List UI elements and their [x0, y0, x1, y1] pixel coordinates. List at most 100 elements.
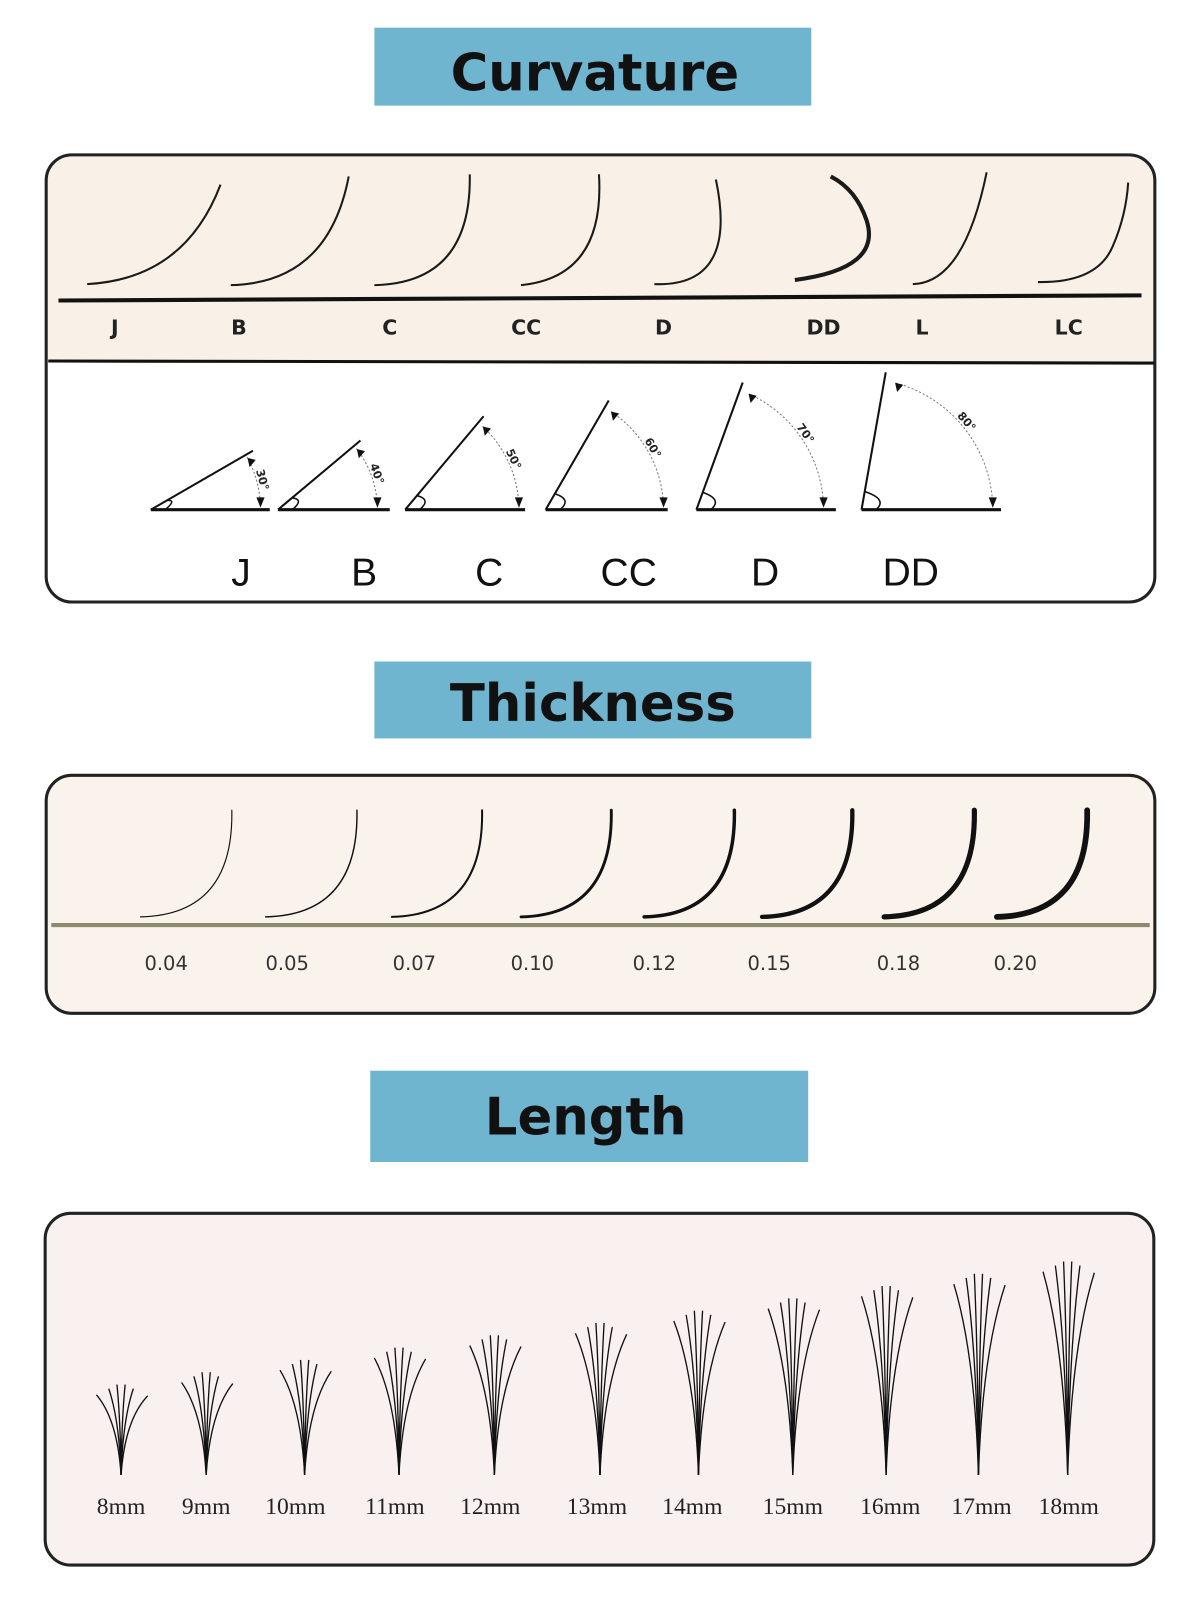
curl-label: LC: [1055, 315, 1083, 339]
length-label: 11mm: [365, 1494, 424, 1520]
lash-curve: [139, 809, 233, 918]
thickness-items: 0.04 0.05 0.07 0.10 0.12 0.15 0.18 0.20: [139, 807, 1091, 975]
lash-strand: [398, 1358, 427, 1475]
angle-arm: [695, 382, 744, 511]
thickness-label: 0.04: [144, 952, 187, 975]
curvature-title: Curvature: [451, 43, 739, 103]
curvature-box: [44, 153, 1157, 604]
lash-strand: [792, 1309, 821, 1475]
angle-arc: [610, 411, 665, 508]
lash-fan: 8mm: [95, 1384, 149, 1520]
curl-shape: [912, 172, 988, 286]
thickness-label: 0.18: [877, 952, 920, 975]
curl-shape: [794, 174, 871, 283]
angle-mark: [164, 499, 173, 511]
arrowhead-icon: [748, 393, 757, 403]
curl-item: J: [87, 184, 222, 339]
angle-type-label: J: [231, 552, 250, 595]
thickness-item: 0.10: [511, 808, 613, 975]
thickness-label: 0.05: [266, 952, 309, 975]
angle-diagram: 70° D: [695, 382, 836, 595]
angle-degree-label: 50°: [503, 447, 524, 472]
thickness-label: 0.12: [633, 952, 676, 975]
angle-degree-label: 40°: [367, 462, 387, 486]
lash-fan: 12mm: [460, 1335, 522, 1520]
angle-degree-label: 80°: [955, 409, 979, 434]
lash-strand: [493, 1346, 522, 1475]
length-label: 15mm: [763, 1494, 823, 1520]
thickness-item: 0.05: [264, 809, 358, 975]
curl-item: L: [912, 172, 988, 339]
angle-degree-label: 70°: [794, 421, 817, 446]
curl-types: J B C CC D DD L LC: [87, 172, 1130, 339]
thickness-item: 0.18: [877, 807, 977, 975]
length-title-banner: [370, 1070, 809, 1162]
angle-arc: [482, 425, 520, 508]
lash-strand: [205, 1383, 234, 1475]
length-label: 14mm: [662, 1494, 722, 1520]
curl-shape: [1037, 182, 1130, 284]
angle-diagram: 60° CC: [544, 399, 668, 595]
angle-arm: [150, 449, 254, 511]
length-label: 16mm: [860, 1494, 920, 1520]
curl-label: L: [915, 315, 928, 339]
curl-item: DD: [794, 174, 871, 339]
arrowhead-icon: [247, 457, 256, 468]
arrowhead-icon: [988, 497, 997, 508]
angle-diagram: 80° DD: [860, 372, 1002, 595]
length-label: 9mm: [182, 1494, 230, 1520]
thickness-box: [44, 773, 1157, 1015]
lash-fan: 11mm: [365, 1347, 427, 1520]
curl-label: CC: [511, 315, 541, 339]
thickness-title: Thickness: [450, 674, 736, 734]
lash-strand: [599, 1334, 628, 1475]
curl-item: CC: [511, 174, 601, 339]
angle-mark: [291, 497, 300, 511]
angle-arm: [277, 439, 362, 511]
curl-shape: [654, 179, 722, 286]
length-title: Length: [485, 1087, 687, 1147]
thickness-item: 0.20: [994, 807, 1091, 975]
angle-type-label: B: [351, 552, 377, 595]
lash-fan: 17mm: [951, 1273, 1012, 1520]
length-label: 10mm: [265, 1494, 325, 1520]
lash-curve: [881, 807, 977, 920]
lash-fan: 14mm: [662, 1310, 726, 1520]
lash-strand: [120, 1395, 149, 1475]
angle-mark: [864, 490, 881, 511]
curl-item: C: [374, 174, 471, 339]
arrowhead-icon: [482, 426, 491, 436]
thickness-item: 0.07: [390, 809, 484, 975]
arrowhead-icon: [256, 497, 265, 508]
curvature-section: Curvature J B C CC D DD L LC 30°J40°B50°C60°CC7…: [44, 27, 1157, 604]
curl-shape: [87, 184, 222, 286]
angle-type-label: DD: [883, 552, 939, 595]
curl-label: B: [231, 315, 247, 339]
angle-diagram: 50° C: [404, 415, 526, 595]
angle-arm: [860, 372, 887, 510]
length-section: Length 8mm 9mm 10mm 11mm 12mm 13mm 14mm 15mm 16m…: [43, 1070, 1156, 1567]
curl-label: J: [109, 315, 119, 339]
angle-arm: [544, 399, 610, 511]
curl-shape: [374, 174, 471, 287]
arrowhead-icon: [610, 411, 620, 421]
angle-arc: [895, 382, 994, 508]
lash-fan: 15mm: [763, 1298, 823, 1520]
curl-item: LC: [1037, 182, 1130, 339]
lash-fan: 9mm: [181, 1372, 234, 1520]
lash-strand: [697, 1321, 726, 1475]
angle-type-label: CC: [601, 552, 657, 595]
thickness-item: 0.04: [139, 809, 233, 975]
curl-angle-diagrams: 30° J 40° B 50° C 60° CC 70° D 80° DD: [150, 372, 1002, 595]
thickness-label: 0.20: [994, 952, 1037, 975]
curl-label: C: [382, 315, 397, 339]
lash-curve: [519, 808, 613, 919]
angle-mark: [554, 493, 566, 511]
lash-fan: 18mm: [1039, 1261, 1099, 1520]
curvature-title-banner: [374, 27, 812, 106]
thickness-title-banner: [374, 661, 812, 739]
angle-diagram: 40° B: [277, 439, 390, 595]
lash-strand: [977, 1284, 1006, 1475]
curl-label: DD: [807, 315, 841, 339]
